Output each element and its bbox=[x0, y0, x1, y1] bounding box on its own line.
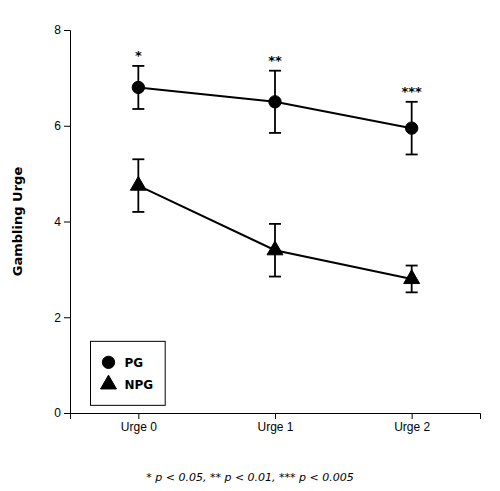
error-bar-cap bbox=[132, 108, 144, 110]
footnote: * p < 0.05, ** p < 0.01, *** p < 0.005 bbox=[146, 471, 354, 484]
marks bbox=[130, 66, 419, 292]
x-axis: Urge 0 Urge 1 Urge 2 bbox=[71, 413, 481, 434]
y-tick-mark bbox=[64, 317, 70, 318]
error-bar-cap bbox=[406, 265, 418, 267]
x-tick-mark bbox=[275, 413, 276, 419]
error-bar bbox=[132, 66, 144, 109]
plot-area: 02468Urge 0Urge 1Urge 2Gambling Urge****… bbox=[10, 23, 481, 433]
series bbox=[132, 66, 418, 155]
series bbox=[130, 159, 419, 292]
error-bar-cap bbox=[269, 132, 281, 134]
legend-item: PG bbox=[102, 356, 143, 370]
legend-symbol bbox=[101, 375, 117, 389]
legend-symbol bbox=[102, 356, 114, 368]
y-tick-mark bbox=[64, 126, 70, 127]
legend-frame bbox=[91, 341, 166, 405]
chart: 02468Urge 0Urge 1Urge 2Gambling Urge****… bbox=[0, 0, 500, 491]
legend-item: NPG bbox=[101, 375, 154, 391]
legend-label: PG bbox=[125, 356, 144, 370]
x-tick-label: Urge 1 bbox=[257, 420, 293, 434]
error-bar-cap bbox=[406, 101, 418, 103]
y-tick: 2 bbox=[54, 311, 70, 325]
x-tick-mark bbox=[138, 413, 139, 419]
error-bar-cap bbox=[269, 223, 281, 225]
y-axis: 0 2 4 6 8 bbox=[54, 23, 70, 420]
y-tick: 8 bbox=[54, 23, 70, 37]
y-tick-label: 4 bbox=[54, 215, 61, 229]
x-tick-label: Urge 0 bbox=[121, 420, 157, 434]
significance-label: *** bbox=[401, 84, 422, 99]
point bbox=[405, 122, 417, 134]
x-tick-label: Urge 2 bbox=[394, 420, 430, 434]
x-axis-line bbox=[71, 414, 481, 420]
y-tick: 0 bbox=[54, 406, 70, 420]
error-bar bbox=[406, 102, 418, 155]
y-axis-title: Gambling Urge bbox=[10, 167, 25, 277]
series-line bbox=[138, 186, 411, 279]
y-tick-label: 0 bbox=[54, 406, 61, 420]
point bbox=[269, 96, 281, 108]
error-bar-cap bbox=[269, 70, 281, 72]
point bbox=[132, 81, 144, 93]
y-tick-mark bbox=[64, 30, 70, 31]
point bbox=[267, 241, 283, 255]
error-bar bbox=[269, 71, 281, 133]
point bbox=[130, 176, 146, 190]
y-tick-label: 2 bbox=[54, 311, 61, 325]
x-tick: Urge 2 bbox=[394, 413, 430, 434]
legend: PG NPG bbox=[91, 341, 166, 405]
error-bar-cap bbox=[132, 158, 144, 160]
y-tick-mark bbox=[64, 413, 70, 414]
significance-label: ** bbox=[268, 53, 282, 68]
y-axis-line bbox=[64, 31, 71, 414]
legend-label: NPG bbox=[125, 378, 154, 392]
significance-label: * bbox=[135, 48, 142, 63]
y-tick-label: 6 bbox=[54, 119, 61, 133]
x-tick-mark bbox=[412, 413, 413, 419]
error-bar-cap bbox=[406, 154, 418, 156]
error-bar-cap bbox=[132, 65, 144, 67]
y-tick: 4 bbox=[54, 215, 70, 229]
x-tick: Urge 0 bbox=[121, 413, 157, 434]
error-bar-cap bbox=[132, 211, 144, 213]
point bbox=[404, 270, 420, 284]
error-bar-cap bbox=[406, 291, 418, 293]
y-tick-label: 8 bbox=[54, 23, 61, 37]
series-line bbox=[138, 87, 411, 128]
x-tick: Urge 1 bbox=[257, 413, 293, 434]
y-tick-mark bbox=[64, 222, 70, 223]
y-tick: 6 bbox=[54, 119, 70, 133]
error-bar-cap bbox=[269, 276, 281, 278]
